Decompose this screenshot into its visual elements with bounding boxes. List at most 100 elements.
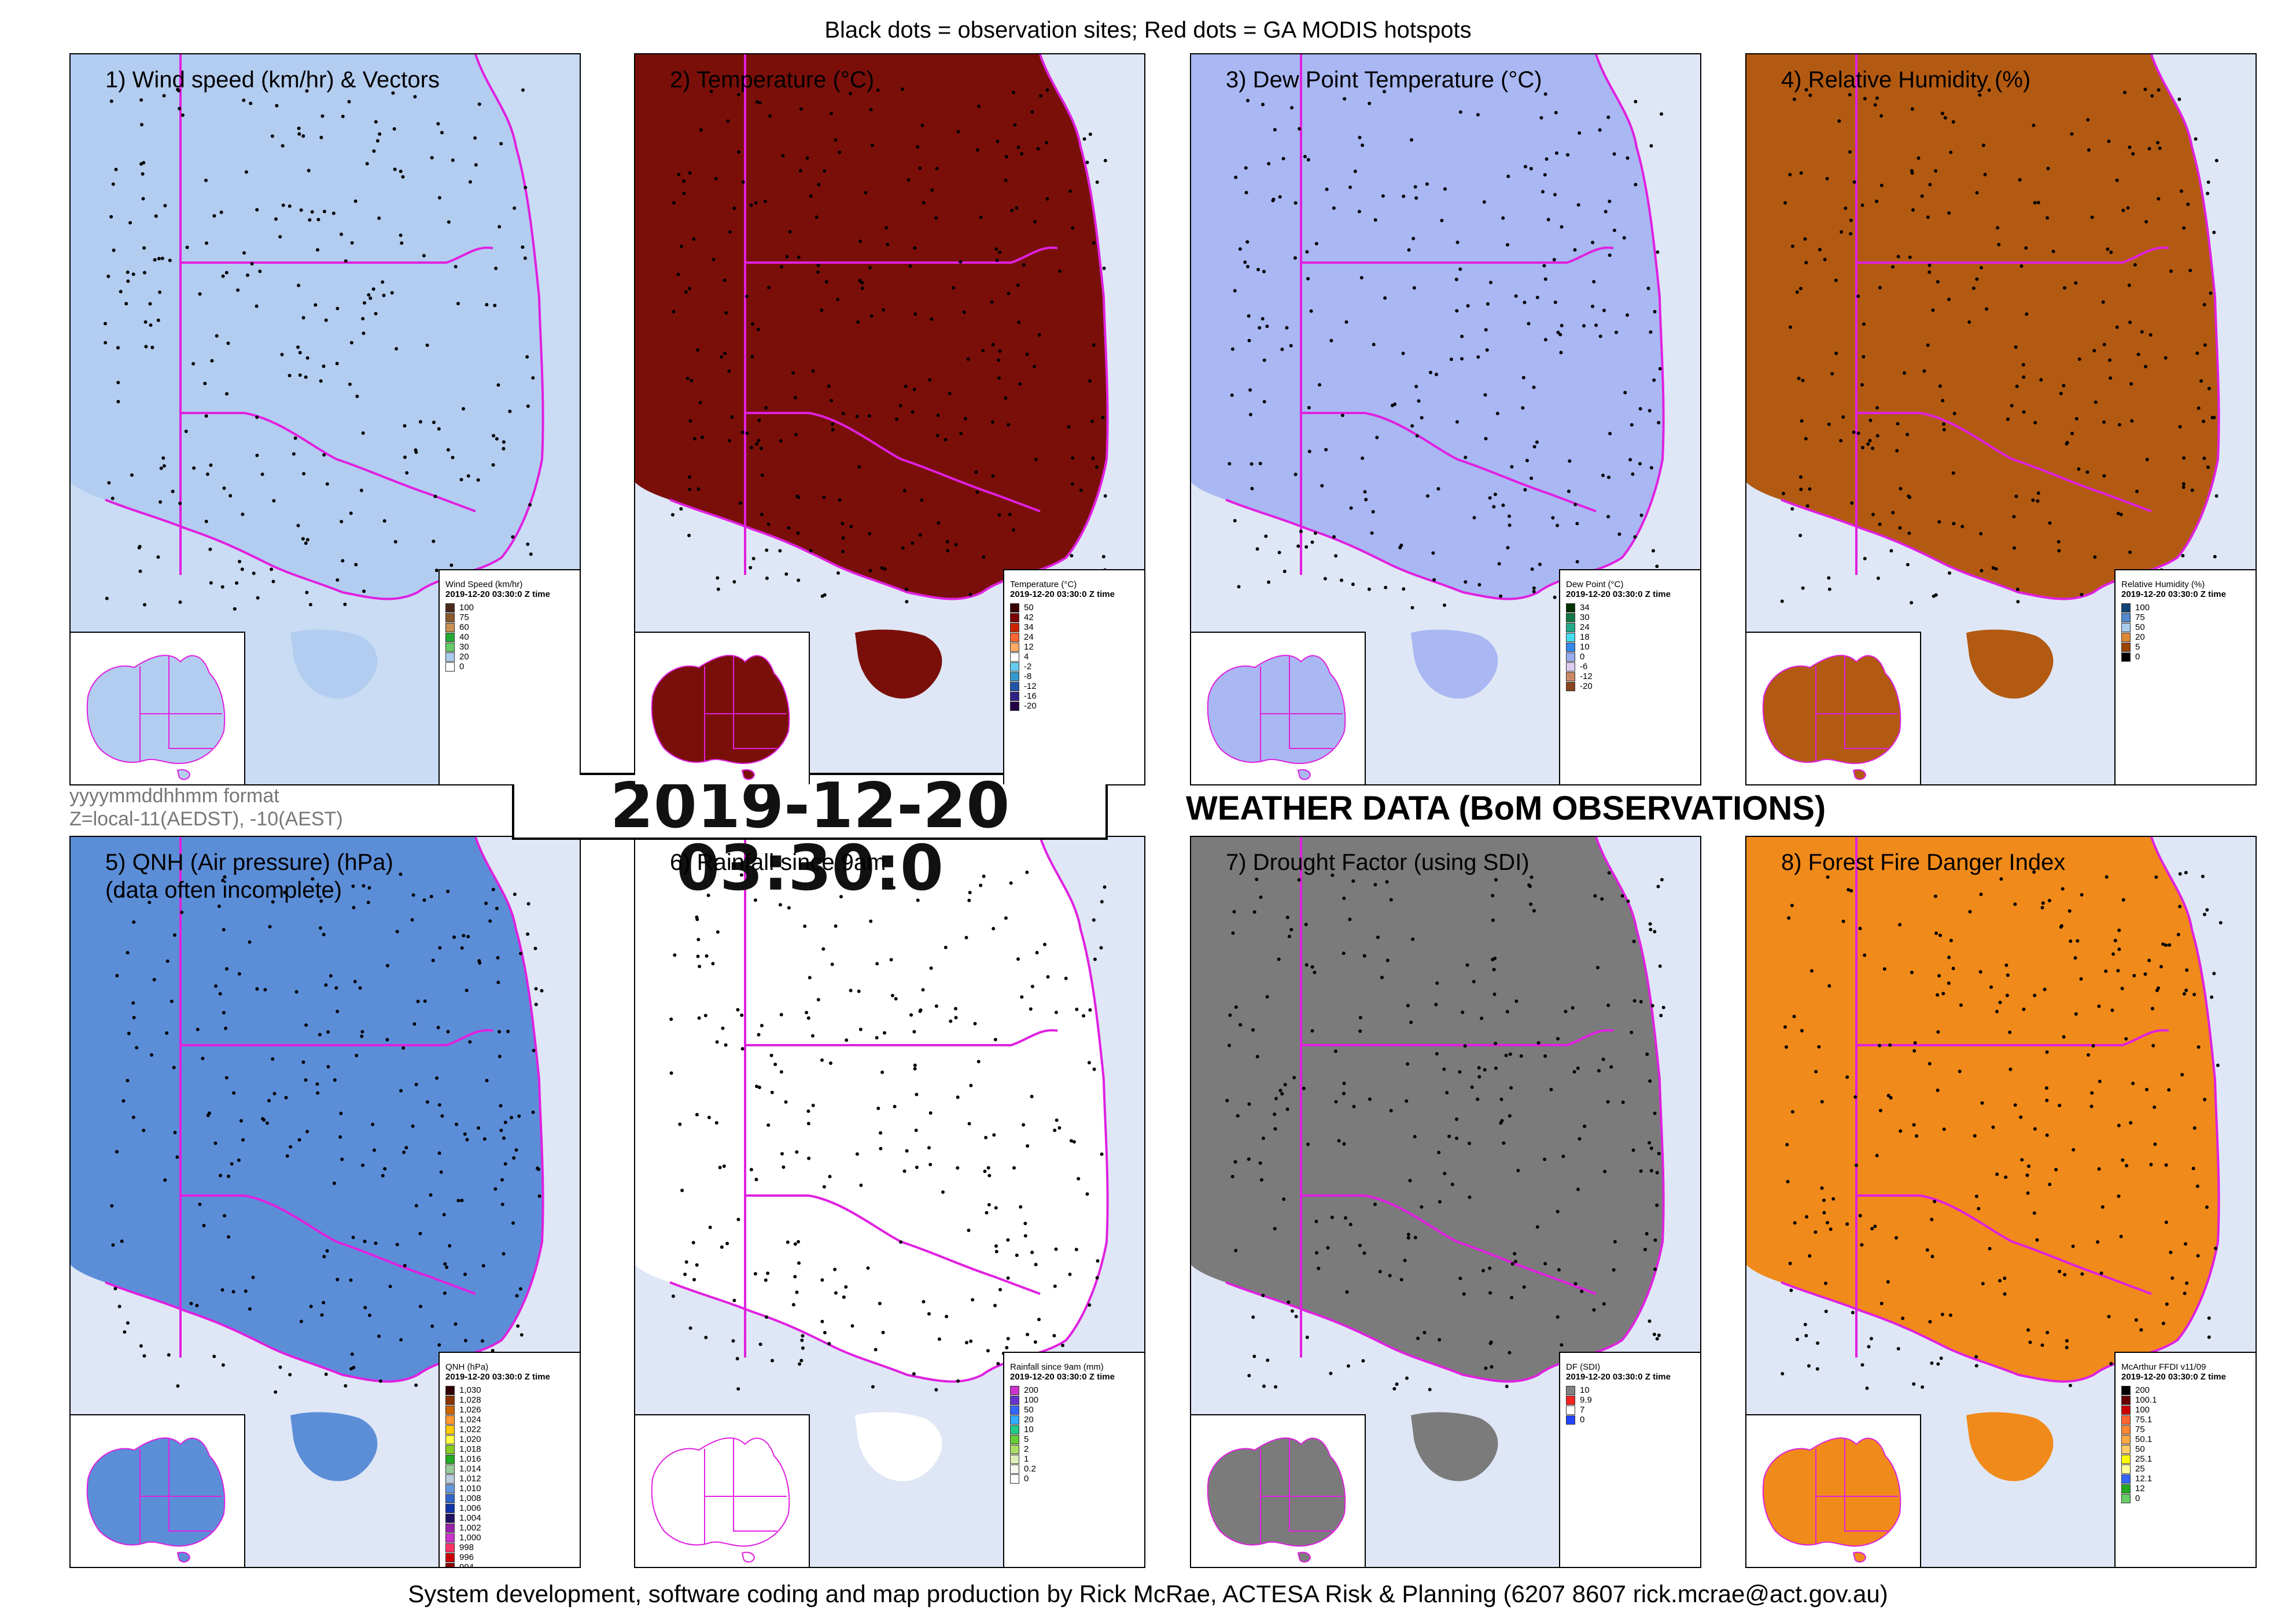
observation-site-dot [149,323,153,327]
observation-site-dot [1092,918,1096,922]
observation-site-dot [692,237,696,241]
observation-site-dot [1258,1161,1262,1165]
observation-site-dot [255,453,259,458]
observation-site-dot [402,1150,406,1154]
observation-site-dot [2109,250,2113,254]
observation-site-dot [879,1146,883,1150]
observation-site-dot [883,567,887,571]
legend-item: 0 [1566,652,1694,662]
observation-site-dot [512,1156,516,1160]
observation-site-dot [1505,1010,1509,1014]
observation-site-dot [795,1150,799,1154]
observation-site-dot [1648,409,1652,412]
observation-site-dot [1912,1382,1916,1386]
observation-site-dot [830,962,834,967]
observation-site-dot [1314,242,1318,246]
legend-item: 0 [2121,652,2250,662]
observation-site-dot [1342,897,1346,901]
legend-swatch [1010,1444,1019,1454]
observation-site-dot [1096,1259,1100,1263]
legend-label: 24 [1024,632,1034,642]
observation-site-dot [1501,216,1505,220]
observation-site-dot [395,347,399,351]
observation-site-dot [2048,1182,2052,1186]
observation-site-dot [1567,489,1571,493]
observation-site-dot [126,951,130,955]
observation-site-dot [305,89,309,93]
observation-site-dot [106,274,110,278]
observation-site-dot [1593,894,1597,898]
observation-site-dot [361,317,365,320]
observation-site-dot [760,512,764,517]
observation-site-dot [150,1053,153,1057]
observation-site-dot [2169,269,2173,273]
observation-site-dot [723,351,727,355]
observation-site-dot [1088,132,1092,137]
observation-site-dot [178,501,182,506]
observation-site-dot [1045,88,1049,92]
observation-site-dot [827,1342,831,1346]
observation-site-dot [1634,99,1638,104]
observation-site-dot [359,488,363,492]
legend-swatch [2121,613,2131,622]
observation-site-dot [944,946,948,949]
observation-site-dot [499,142,503,146]
map-panel-8: 8) Forest Fire Danger Index McArthur FFD… [1745,836,2257,1568]
observation-site-dot [159,500,163,504]
observation-site-dot [422,254,426,257]
observation-site-dot [1307,449,1311,453]
observation-site-dot [2033,420,2037,425]
observation-site-dot [1035,951,1039,954]
observation-site-dot [383,1167,387,1171]
observation-site-dot [2059,924,2063,928]
observation-site-dot [344,1384,348,1388]
observation-site-dot [1070,554,1074,558]
legend-item: 9.9 [1566,1395,1694,1405]
observation-site-dot [319,899,323,903]
observation-site-dot [1344,1216,1347,1220]
observation-site-dot [217,904,221,908]
observation-site-dot [1087,1061,1091,1065]
observation-site-dot [1236,1114,1240,1118]
observation-site-dot [1034,1263,1038,1267]
observation-site-dot [2107,1315,2111,1319]
observation-site-dot [1230,1175,1234,1179]
observation-site-dot [692,1278,696,1282]
observation-site-dot [1603,1170,1607,1174]
observation-site-dot [727,369,731,373]
observation-site-dot [366,901,370,905]
observation-site-dot [1608,431,1612,436]
observation-site-dot [332,1181,336,1185]
observation-site-dot [1026,1144,1030,1148]
observation-site-dot [2100,1205,2105,1209]
observation-site-dot [1789,325,1792,329]
observation-site-dot [1867,1345,1871,1349]
observation-site-dot [1543,338,1547,342]
observation-site-dot [302,472,306,475]
observation-site-dot [241,512,245,517]
observation-site-dot [1852,180,1856,184]
observation-site-dot [1061,1344,1064,1347]
observation-site-dot [690,378,694,382]
observation-site-dot [401,175,405,179]
observation-site-dot [1088,379,1092,383]
observation-site-dot [382,519,386,523]
observation-site-dot [1007,423,1010,427]
legend-item: 42 [1010,613,1138,622]
observation-site-dot [2149,1163,2153,1167]
observation-site-dot [1592,1308,1596,1312]
observation-site-dot [497,1030,502,1034]
observation-site-dot [2031,498,2035,502]
observation-site-dot [2128,550,2132,554]
observation-site-dot [495,906,499,910]
observation-site-dot [120,1240,124,1243]
observation-site-dot [459,478,463,482]
observation-site-dot [1513,1260,1517,1263]
observation-site-dot [1351,582,1355,587]
observation-site-dot [1462,1292,1466,1296]
observation-site-dot [488,919,492,923]
observation-site-dot [1230,393,1234,397]
observation-site-dot [916,145,920,149]
observation-site-dot [1925,1248,1929,1252]
observation-site-dot [285,1154,289,1158]
